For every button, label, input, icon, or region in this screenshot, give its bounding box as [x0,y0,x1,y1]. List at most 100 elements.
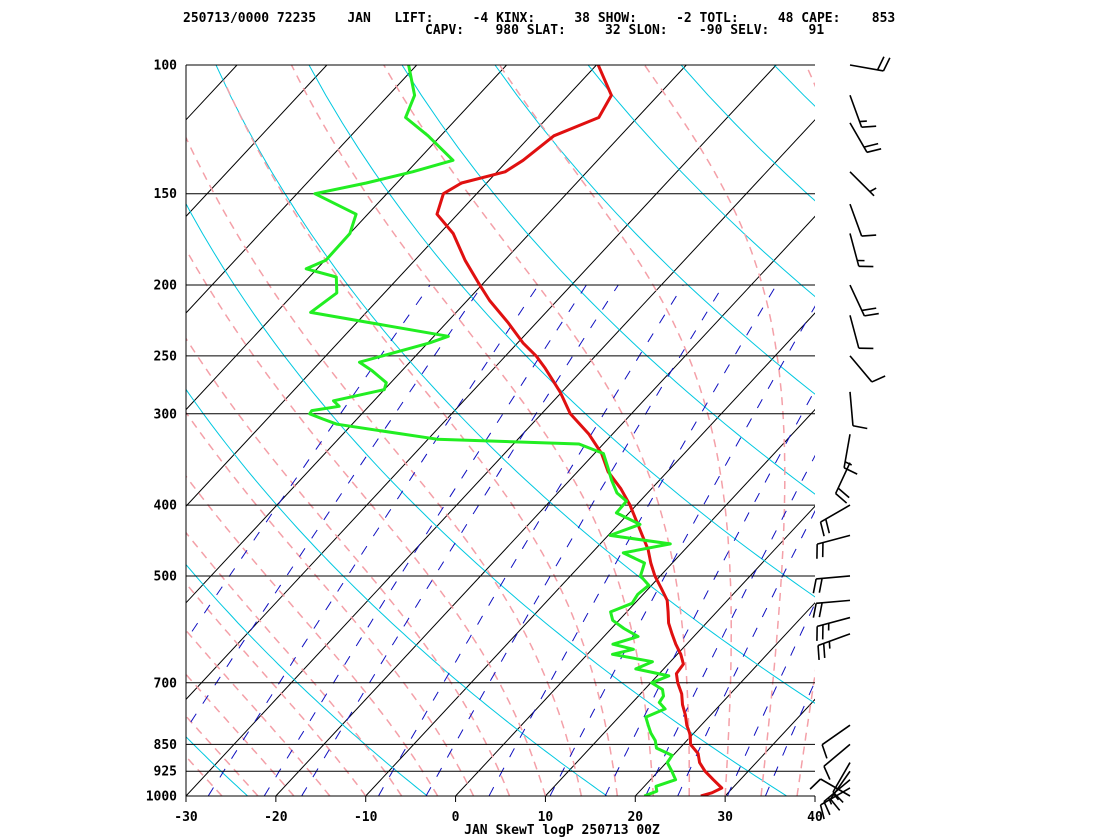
wind-barb [823,743,851,780]
moist-adiabat-line [186,755,223,796]
temp-tick-label: 0 [452,810,460,825]
dry-adiabat-line [308,65,815,598]
mixing-ratio-line [604,389,815,796]
wind-barb-staff [849,284,866,317]
mixing-ratio-line [425,284,724,796]
wind-barb-flag [824,518,831,534]
dry-adiabat-line [186,388,608,796]
isotherm-line [186,65,777,701]
mixing-ratio-line [764,680,815,796]
isotherm-line [0,65,57,796]
wind-barb-staff [849,203,863,237]
temperature-profile-line [435,65,724,796]
moist-adiabat-line [833,65,942,796]
mixing-ratio-line [677,510,815,796]
isotherm-line [365,312,815,796]
wind-barb-flag [812,603,817,618]
wind-barb [849,391,868,430]
wind-barb [843,434,858,475]
wind-barb [849,315,874,350]
isotherm-line [186,65,507,411]
wind-barb-staff [816,534,851,545]
wind-barb-flag [835,492,848,504]
wind-barb-staff [821,724,851,746]
wind-barb-flag [852,424,868,430]
temp-tick-label: 30 [717,810,733,825]
dry-adiabat-line [773,65,815,107]
wind-barb [832,762,851,804]
moist-adiabat-line [186,629,331,796]
moist-adiabat-line [186,475,439,796]
wind-barb [849,56,891,72]
pressure-tick-label: 150 [154,187,178,202]
pressure-tick-label: 500 [154,569,178,584]
wind-barb [819,504,851,537]
wind-barb-flag [843,467,858,475]
wind-barb [849,233,874,268]
sounding-profiles [304,65,724,796]
wind-barb-flag [866,148,882,154]
wind-barb [849,171,877,197]
dry-adiabat-line [186,202,787,796]
wind-barb-half-flag [833,793,840,801]
pressure-tick-label: 100 [154,59,178,74]
isotherm-line [634,602,815,796]
moist-adiabat-line [796,65,815,796]
plot-frame [185,64,815,797]
moist-adiabat-line [223,80,619,796]
wind-barb-flag [837,487,850,499]
isotherm-line [186,119,815,796]
wind-barb-flag [864,312,879,317]
wind-barb-flag [823,765,831,780]
isotherm-line [0,65,147,796]
temp-tick-label: 40 [807,810,823,825]
pressure-tick-label: 925 [154,765,177,780]
dry-adiabat-line [186,563,428,796]
temp-tick-label: -30 [174,810,198,825]
wind-barb-staff [849,391,854,426]
wind-barb-flag [809,778,822,790]
moist-adiabat-line [186,411,475,796]
isotherm-line [814,795,815,796]
wind-barb [817,633,851,661]
wind-barb [809,778,851,797]
wind-barb-staff [849,233,860,267]
wind-barb [849,122,882,154]
wind-barb-flag [823,801,831,816]
wind-barb-flag [871,375,886,383]
moist-adiabat-line [383,65,691,796]
mixing-ratio-line [726,602,815,796]
wind-barb-half-flag [844,461,853,466]
isotherm-line [545,505,815,796]
temp-tick-label: -10 [354,810,378,825]
mixing-ratio-line [207,284,539,796]
wind-barb-flag [819,521,825,537]
mixing-ratio-line [301,284,619,796]
isotherm-line [186,65,687,604]
wind-barb-half-flag [828,641,831,649]
moist-adiabat-line [498,65,733,796]
isotherm-line [186,65,418,314]
temp-tick-label: 10 [538,810,554,825]
dewpoint-profile-line [304,65,678,796]
dry-adiabat-line [494,65,815,395]
moist-adiabat-line [186,248,547,796]
dry-adiabat-line [401,65,815,495]
wind-barb-flag [812,578,817,594]
dry-adiabat-line [587,65,815,298]
wind-barb-staff [823,743,851,767]
wind-barb [816,534,851,559]
wind-barb-staff [849,315,860,349]
temp-tick-label: 20 [627,810,643,825]
wind-barb [816,616,851,641]
wind-barb-staff [820,504,851,523]
wind-barb [834,462,851,504]
wind-barb-flag [863,142,879,148]
isobars [186,64,815,797]
wind-barb-flag [822,643,826,658]
wind-barb-flag [876,56,885,71]
moist-adiabat-line [186,673,295,796]
dry-adiabat-line [867,65,1120,796]
mixing-ratio-line [263,284,587,796]
